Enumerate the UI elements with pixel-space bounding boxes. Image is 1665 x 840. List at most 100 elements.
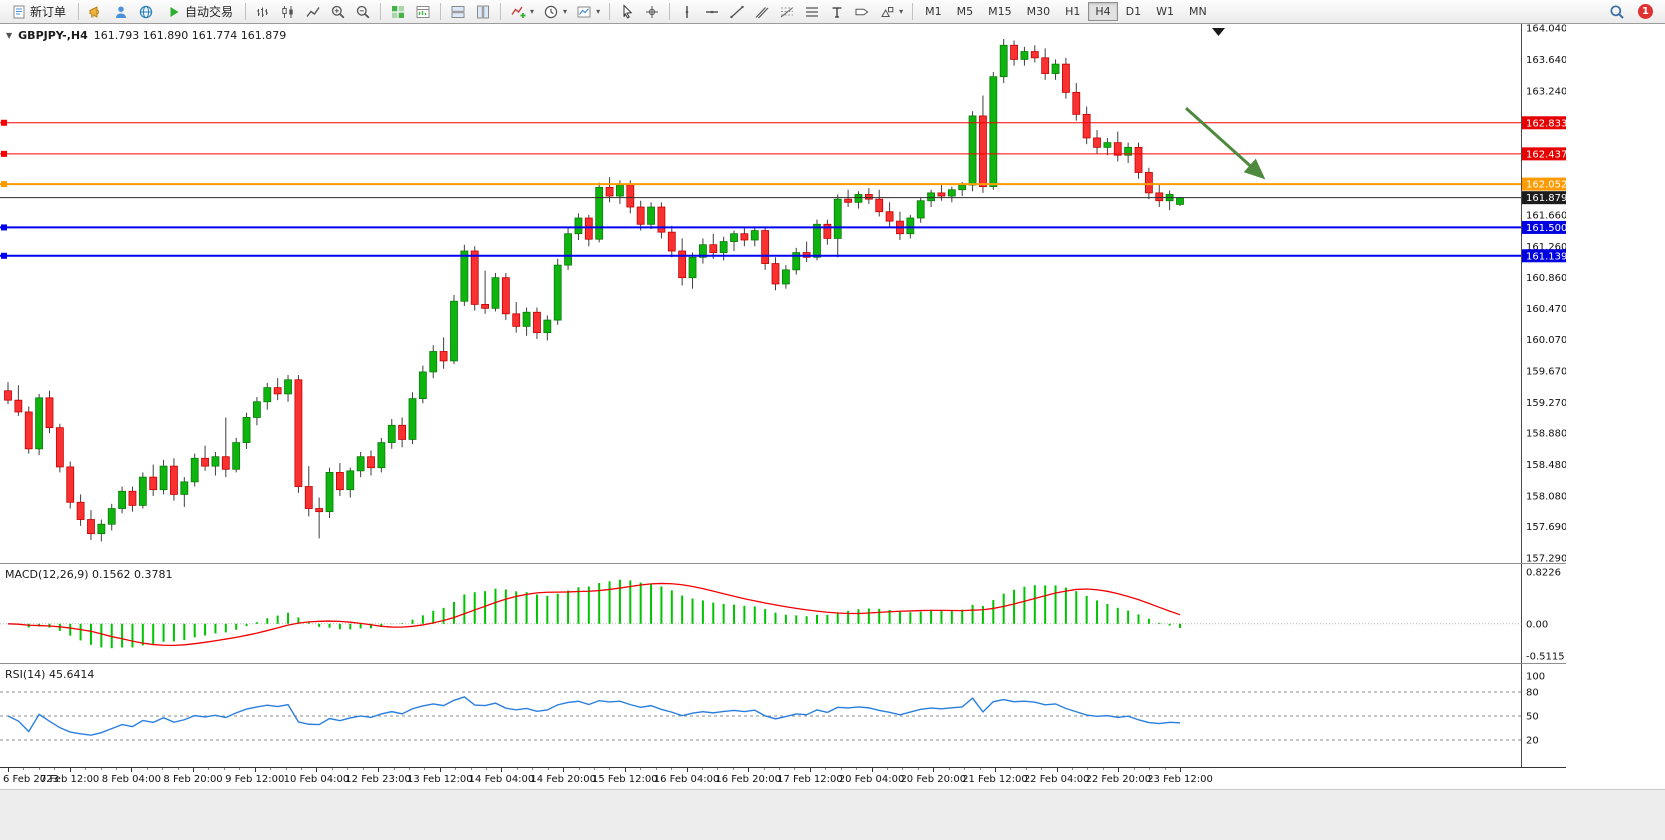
timeframe-mn-button[interactable]: MN: [1189, 5, 1207, 18]
time-axis-label: 7 Feb 12:00: [40, 774, 100, 785]
toolbar-separator: [500, 3, 502, 20]
timeframe-w1-button[interactable]: W1: [1156, 5, 1174, 18]
vertical-line-icon: [685, 5, 689, 18]
shapes-icon: [881, 6, 894, 17]
main-chart-canvas[interactable]: 164.040 163.640 163.240 161.660 161.260 160.8…: [0, 24, 1566, 564]
bar-chart-icon: [257, 7, 269, 17]
timeframe-h1-button[interactable]: H1: [1065, 5, 1081, 18]
price-label-box: [1522, 220, 1566, 234]
zoom-out-button[interactable]: [351, 2, 375, 22]
caret-down-icon: ▾: [899, 7, 904, 16]
search-icon: [1610, 4, 1624, 19]
trendline-button[interactable]: [725, 2, 749, 22]
svg-text:162.052: 162.052: [1526, 180, 1566, 191]
toolbar-separator: [912, 3, 914, 20]
time-axis-label: 8 Feb 04:00: [101, 774, 161, 785]
svg-text:160.860: 160.860: [1526, 273, 1566, 284]
svg-text:161.260: 161.260: [1526, 242, 1566, 253]
new-order-button-label: 新订单: [30, 5, 67, 19]
arrange-vertical-button[interactable]: [471, 2, 495, 22]
macd-canvas[interactable]: 0.8226 0.00 -0.5115: [0, 564, 1566, 664]
macd-panel: 0.8226 0.00 -0.5115 MACD(12,26,9) 0.1562 0…: [0, 564, 1566, 664]
timeframe-h4-button[interactable]: H4: [1088, 2, 1118, 21]
search-button[interactable]: [1605, 2, 1629, 22]
levels-button[interactable]: [800, 2, 824, 22]
time-axis-label: 22 Feb 04:00: [1023, 774, 1090, 785]
zoom-in-button[interactable]: [326, 2, 350, 22]
levels-icon: [806, 6, 819, 17]
templates-button[interactable]: ▾: [572, 2, 604, 22]
globe-icon: [139, 5, 153, 18]
toolbar-right: 1: [1605, 2, 1661, 22]
svg-text:162.437: 162.437: [1526, 149, 1566, 160]
timeframe-d1-button[interactable]: D1: [1125, 5, 1142, 18]
candlestick-chart-button[interactable]: [276, 2, 300, 22]
svg-text:100: 100: [1526, 672, 1545, 683]
svg-text:160.470: 160.470: [1526, 304, 1566, 315]
time-axis-label: 14 Feb 04:00: [468, 774, 535, 785]
template-icon: [577, 6, 591, 17]
arrange-horizontal-button[interactable]: [446, 2, 470, 22]
fibonacci-button[interactable]: [775, 2, 799, 22]
timeframe-m15-button[interactable]: M15: [988, 5, 1012, 18]
profile-button[interactable]: [109, 2, 133, 22]
time-axis-label: 13 Feb 12:00: [406, 774, 473, 785]
alerts-button[interactable]: [84, 2, 108, 22]
channel-button[interactable]: [750, 2, 774, 22]
time-axis-label: 16 Feb 20:00: [715, 774, 782, 785]
tile-grid-icon: [392, 5, 405, 18]
toolbar-separator: [380, 3, 382, 20]
text-icon: [832, 6, 842, 18]
cursor-button[interactable]: [615, 2, 639, 22]
community-button[interactable]: [134, 2, 158, 22]
tile-windows-button[interactable]: [386, 2, 410, 22]
periods-button[interactable]: ▾: [539, 2, 571, 22]
time-axis-label: 17 Feb 12:00: [777, 774, 843, 785]
time-axis[interactable]: 6 Feb 2023 7 Feb 12:00 8 Feb 04:00 8 Feb 20…: [0, 767, 1566, 789]
vertical-line-button[interactable]: [675, 2, 699, 22]
channel-icon: [755, 6, 769, 18]
bottom-chrome: [0, 789, 1665, 840]
line-chart-button[interactable]: [301, 2, 325, 22]
time-axis-label: 20 Feb 04:00: [838, 774, 905, 785]
time-axis-label: 12 Feb 23:00: [345, 774, 411, 785]
shapes-button[interactable]: ▾: [875, 2, 907, 22]
svg-text:157.690: 157.690: [1526, 522, 1566, 533]
timeframe-m5-button[interactable]: M5: [956, 5, 974, 18]
crosshair-button[interactable]: [640, 2, 664, 22]
time-axis-label: 6 Feb 2023: [3, 774, 59, 785]
window-background: [1566, 24, 1665, 789]
scroll-to-end-marker[interactable]: [1212, 28, 1225, 36]
time-axis-label: 23 Feb 12:00: [1147, 774, 1213, 785]
new-order-button[interactable]: 新订单: [4, 2, 73, 22]
horizontal-line-162.437[interactable]: [0, 150, 1521, 157]
autotrading-button-label: 自动交易: [185, 5, 234, 19]
text-button[interactable]: [825, 2, 849, 22]
cursor-icon: [623, 3, 633, 19]
indicators-button[interactable]: ▾: [506, 2, 538, 22]
rsi-title: RSI(14) 45.6414: [5, 668, 95, 681]
timeframe-m1-button[interactable]: M1: [925, 5, 942, 18]
data-window-button[interactable]: [411, 2, 435, 22]
toolbar-separator: [669, 3, 671, 20]
collapse-chart-icon[interactable]: ▼: [6, 31, 13, 40]
bar-chart-button[interactable]: [251, 2, 275, 22]
tile-vertical-icon: [477, 5, 490, 18]
label-button[interactable]: [850, 2, 874, 22]
horizontal-line-button[interactable]: [700, 2, 724, 22]
horizontal-line-162.052[interactable]: [0, 181, 1521, 188]
horizontal-line-161.139[interactable]: [0, 252, 1521, 259]
macd-title: MACD(12,26,9) 0.1562 0.3781: [5, 568, 173, 581]
rsi-panel: 100 80 50 20 RSI(14) 45.6414: [0, 664, 1566, 767]
annotation-arrow[interactable]: [1184, 106, 1266, 180]
notification-badge[interactable]: 1: [1638, 4, 1653, 19]
horizontal-line-161.5[interactable]: [0, 224, 1521, 231]
autotrading-button[interactable]: 自动交易: [159, 2, 240, 22]
svg-text:159.270: 159.270: [1526, 398, 1566, 409]
price-label-box: [1522, 116, 1566, 130]
svg-text:20: 20: [1526, 736, 1539, 747]
horizontal-line-162.833[interactable]: [0, 119, 1521, 126]
add-indicator-icon: [511, 6, 526, 18]
timeframe-m30-button[interactable]: M30: [1026, 5, 1051, 18]
rsi-canvas[interactable]: 100 80 50 20: [0, 664, 1566, 767]
